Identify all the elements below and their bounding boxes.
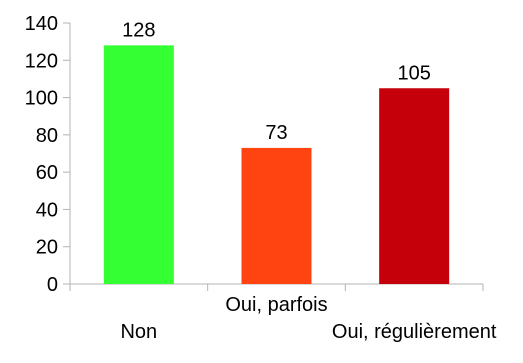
category-label: Oui, régulièrement [332,321,497,343]
category-label: Non [120,321,157,343]
bar [379,88,450,284]
y-tick-label: 40 [36,199,58,221]
y-axis-ticks: 0 20 40 60 80 100 120 140 [25,13,70,296]
data-label: 105 [397,62,430,84]
bar [103,45,174,284]
y-tick-label: 20 [36,237,58,259]
y-tick-label: 60 [36,162,58,184]
y-tick-label: 100 [25,88,58,110]
category-label: Oui, parfois [225,294,327,316]
data-labels: 128 73 105 [122,19,431,144]
bars [103,45,450,284]
data-label: 128 [122,19,155,41]
y-tick-label: 0 [47,274,58,296]
y-tick-label: 80 [36,125,58,147]
y-tick-label: 140 [25,13,58,35]
data-label: 73 [265,122,287,144]
bar [241,147,312,284]
y-tick-label: 120 [25,50,58,72]
